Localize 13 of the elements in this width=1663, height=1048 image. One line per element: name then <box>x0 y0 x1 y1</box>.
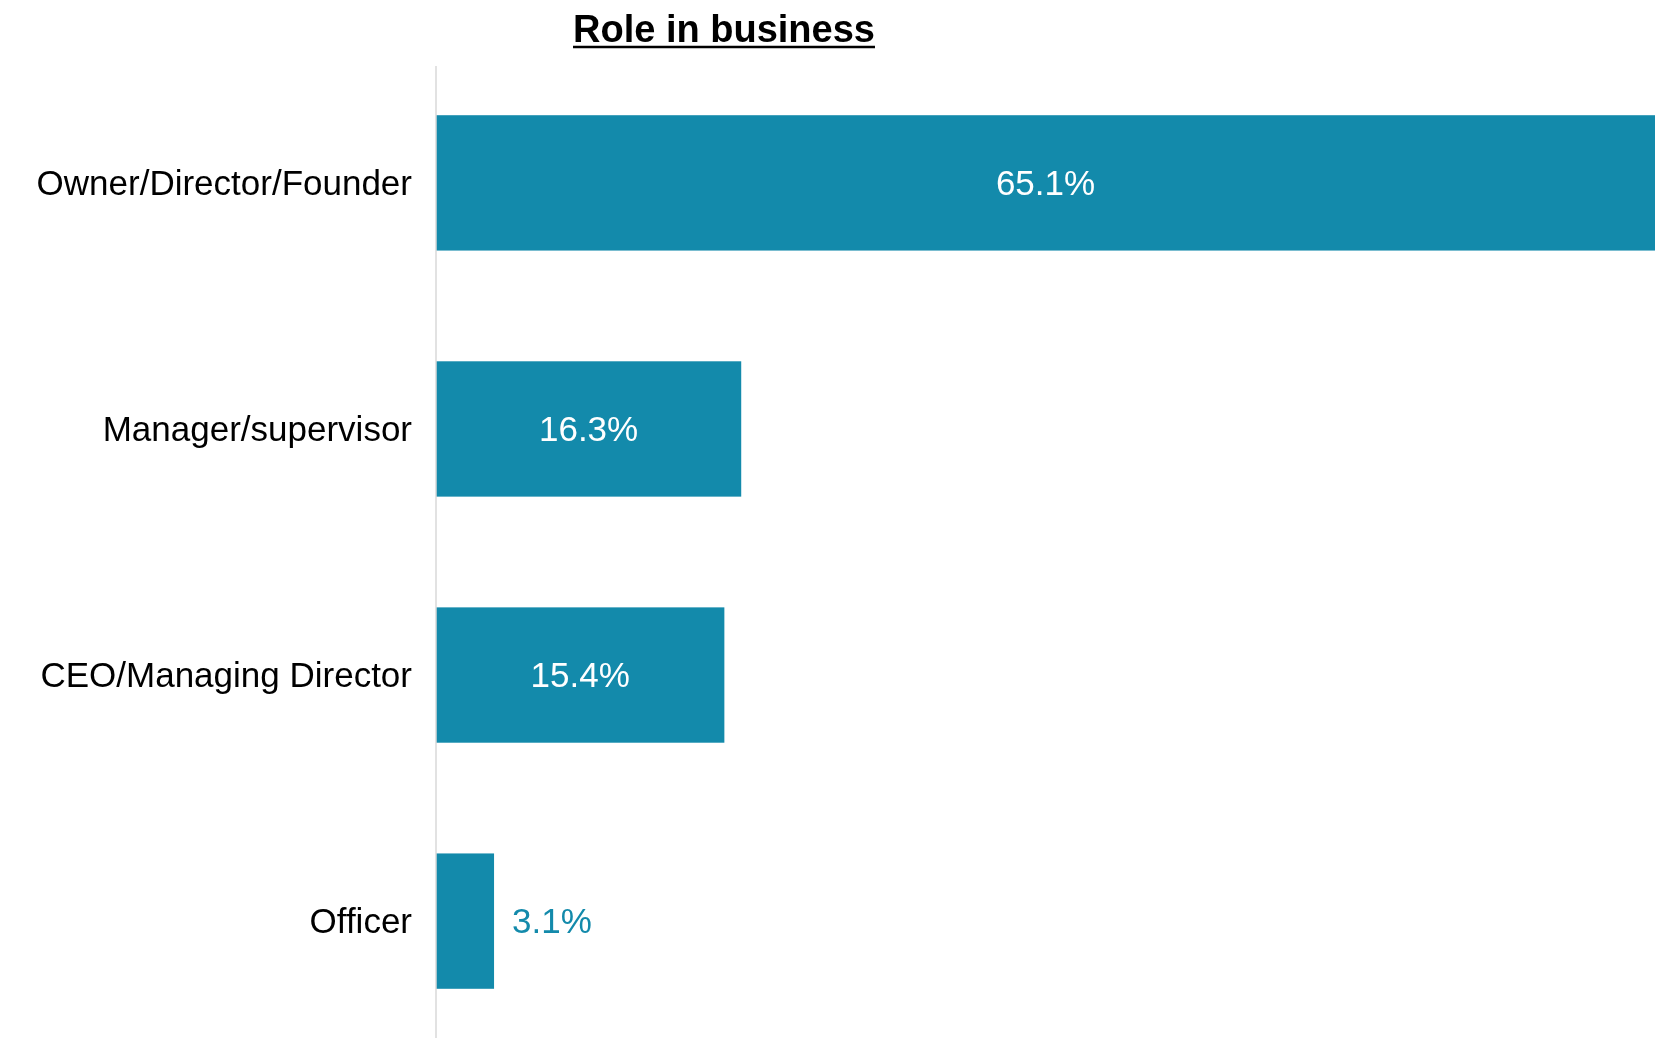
y-tick-label: Owner/Director/Founder <box>36 163 413 203</box>
bar <box>436 607 725 743</box>
data-label: 16.3% <box>538 409 639 449</box>
data-label: 3.1% <box>512 901 592 941</box>
bar <box>436 853 495 989</box>
data-label: 15.4% <box>530 655 630 695</box>
y-tick-label: Manager/supervisor <box>102 409 413 449</box>
y-tick-label: Officer <box>309 901 413 941</box>
data-label: 65.1% <box>995 163 1096 203</box>
chart-title: Role in business <box>573 8 875 50</box>
bar <box>436 361 742 497</box>
bar <box>436 115 1655 251</box>
y-tick-label: CEO/Managing Director <box>40 655 413 695</box>
